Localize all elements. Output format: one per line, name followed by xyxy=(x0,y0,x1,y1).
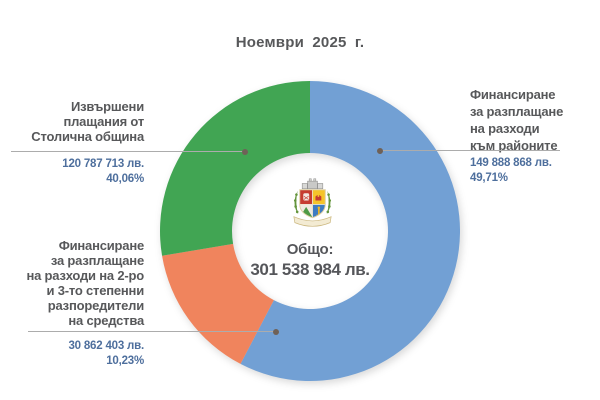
value-amount: 149 888 868 лв. xyxy=(470,157,552,169)
donut-slice xyxy=(162,243,274,364)
total-label: Общо: xyxy=(286,241,334,258)
value-percent: 10,23% xyxy=(106,355,144,367)
donut-center-text: Общо: 301 538 984 лв. xyxy=(230,241,390,280)
value-amount: 120 787 713 лв. xyxy=(62,158,144,170)
value-percent: 40,06% xyxy=(106,173,144,185)
total-value: 301 538 984 лв. xyxy=(250,260,370,279)
value-percent: 49,71% xyxy=(470,172,508,184)
callout-districts-label: Финансиране за разплащане на разходи към… xyxy=(470,87,564,153)
leader-line xyxy=(380,150,560,151)
callout-municipality-label: Извършени плащания от Столична община xyxy=(31,99,144,144)
donut-slice xyxy=(240,81,460,381)
laurel-branch-icon xyxy=(293,190,332,215)
leader-dot xyxy=(377,148,383,154)
banner-ribbon xyxy=(293,216,332,227)
callout-municipality-values: 120 787 713 лв. 40,06% xyxy=(6,157,144,187)
callout-spenders-values: 30 862 403 лв. 10,23% xyxy=(6,339,144,369)
crown-icon xyxy=(301,178,324,190)
sofia-coat-of-arms-icon xyxy=(293,178,332,227)
donut-chart xyxy=(160,81,460,381)
callout-spenders-label: Финансиране за разплащане на разходи на … xyxy=(26,238,144,328)
value-amount: 30 862 403 лв. xyxy=(68,340,144,352)
leader-line xyxy=(11,151,245,152)
leader-line xyxy=(28,331,276,332)
leader-dot xyxy=(242,149,248,155)
chart-title: Ноември 2025 г. xyxy=(235,34,365,51)
donut-slice xyxy=(160,81,310,256)
leader-dot xyxy=(273,329,279,335)
callout-districts-values: 149 888 868 лв. 49,71% xyxy=(470,156,595,186)
